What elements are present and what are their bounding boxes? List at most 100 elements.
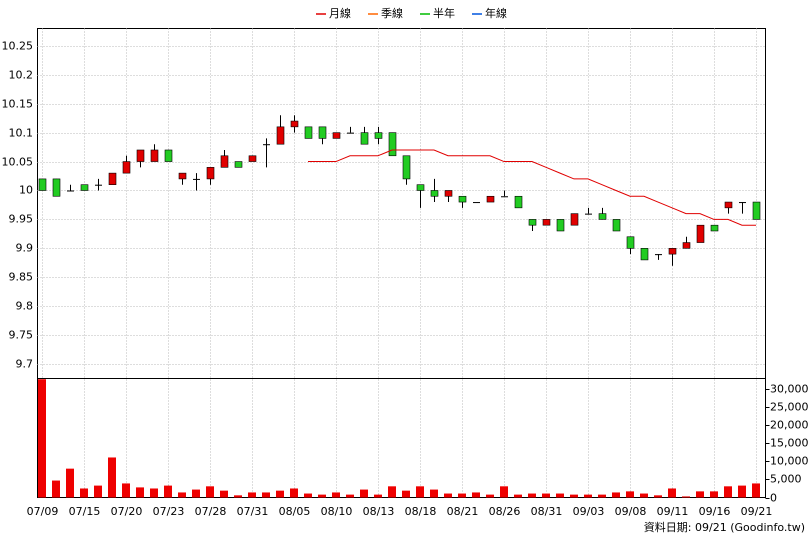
volume-bar	[570, 494, 578, 498]
x-tick-label: 09/16	[699, 505, 731, 518]
candle-body	[193, 178, 200, 180]
candle-body	[95, 184, 102, 186]
volume-bar	[150, 488, 158, 498]
y-tick-label: 9.95	[9, 213, 34, 226]
volume-bar	[668, 488, 676, 498]
candle-body	[276, 126, 285, 145]
x-tick-label: 09/03	[573, 505, 605, 518]
source-note: 資料日期: 09/21 (Goodinfo.tw)	[644, 520, 805, 534]
candle-body	[430, 190, 439, 197]
candle-body	[248, 155, 257, 162]
candle-body	[528, 219, 537, 226]
candle-body	[67, 190, 74, 192]
candle-body	[206, 167, 215, 180]
x-tick-label: 07/28	[195, 505, 227, 518]
volume-bar	[164, 485, 172, 498]
x-tick-label: 08/18	[405, 505, 437, 518]
candle-body	[585, 213, 592, 215]
volume-bar	[528, 493, 536, 498]
y-tick-label: 10.2	[9, 69, 34, 82]
candle-body	[332, 132, 341, 139]
volume-bar	[66, 468, 74, 498]
candle-body	[682, 242, 691, 249]
candle-body	[234, 161, 243, 168]
candle-body	[178, 172, 187, 180]
volume-bar	[94, 485, 102, 498]
plot-frame	[37, 28, 766, 498]
volume-bar	[234, 495, 242, 498]
volume-bar	[626, 491, 634, 498]
x-tick-label: 09/08	[615, 505, 647, 518]
volume-bar	[472, 492, 480, 498]
volume-bar	[192, 489, 200, 498]
volume-bar	[360, 489, 368, 498]
volume-bar	[262, 492, 270, 498]
x-tick-label: 09/11	[657, 505, 689, 518]
x-tick-label: 08/31	[531, 505, 563, 518]
candle-body	[318, 126, 327, 139]
candle-body	[38, 178, 47, 191]
candle-body	[416, 184, 425, 191]
candle-body	[360, 132, 369, 145]
x-tick-label: 08/10	[321, 505, 353, 518]
volume-bar	[178, 492, 186, 498]
candle-body	[347, 132, 354, 134]
candle-body	[444, 190, 453, 197]
candle-body	[304, 126, 313, 139]
y-tick-label: 9.75	[9, 329, 34, 342]
candle-body	[501, 196, 508, 198]
volume-bar	[598, 494, 606, 498]
y-tick-label: 10.15	[2, 98, 34, 111]
volume-bar	[416, 486, 424, 498]
volume-bar	[556, 493, 564, 498]
candle-body	[402, 155, 411, 180]
candle-body	[655, 254, 662, 256]
x-tick-label: 08/05	[279, 505, 311, 518]
y-tick-label: 10.1	[9, 127, 34, 140]
volume-bar	[38, 379, 46, 498]
y-tick-label: 9.7	[16, 358, 34, 371]
candle-body	[514, 195, 523, 209]
volume-bar	[108, 457, 116, 498]
volume-bar	[486, 494, 494, 498]
x-tick-label: 07/15	[69, 505, 101, 518]
x-tick-label: 08/21	[447, 505, 479, 518]
candle-body	[542, 219, 551, 226]
candle-body	[668, 248, 677, 255]
volume-bar	[388, 486, 396, 498]
volume-bar	[738, 485, 746, 498]
candle-body	[473, 202, 480, 204]
volume-bar	[612, 492, 620, 498]
y2-tick-label: 0	[770, 492, 777, 505]
volume-bar	[430, 489, 438, 498]
candle-body	[710, 224, 719, 232]
y-tick-label: 10.05	[2, 156, 34, 169]
y2-tick-label: 15,000	[770, 437, 808, 450]
x-tick-label: 07/23	[153, 505, 185, 518]
y2-tick-label: 20,000	[770, 419, 808, 432]
volume-bar	[52, 480, 60, 498]
legend-label: 年線	[485, 6, 507, 20]
candle-body	[164, 149, 173, 162]
candle-body	[108, 172, 117, 185]
volume-bar	[682, 496, 690, 498]
candle-body	[696, 224, 705, 243]
volume-bar	[220, 490, 228, 498]
candle-body	[80, 184, 89, 191]
candle-body	[290, 120, 299, 128]
legend-label: 半年	[433, 6, 455, 20]
y2-tick-label: 5,000	[770, 473, 802, 486]
volume-bar	[374, 494, 382, 498]
y-tick-label: 9.8	[16, 300, 34, 313]
volume-bar	[444, 493, 452, 498]
candle-body	[556, 219, 565, 232]
volume-bar	[136, 487, 144, 498]
candle-body	[150, 149, 159, 162]
candle-body	[374, 132, 383, 139]
volume-bar	[710, 491, 718, 498]
candle-body	[122, 161, 131, 174]
candle-body	[640, 248, 649, 261]
volume-bar	[696, 491, 704, 498]
volume-bar	[752, 483, 760, 498]
volume-bar	[206, 486, 214, 498]
